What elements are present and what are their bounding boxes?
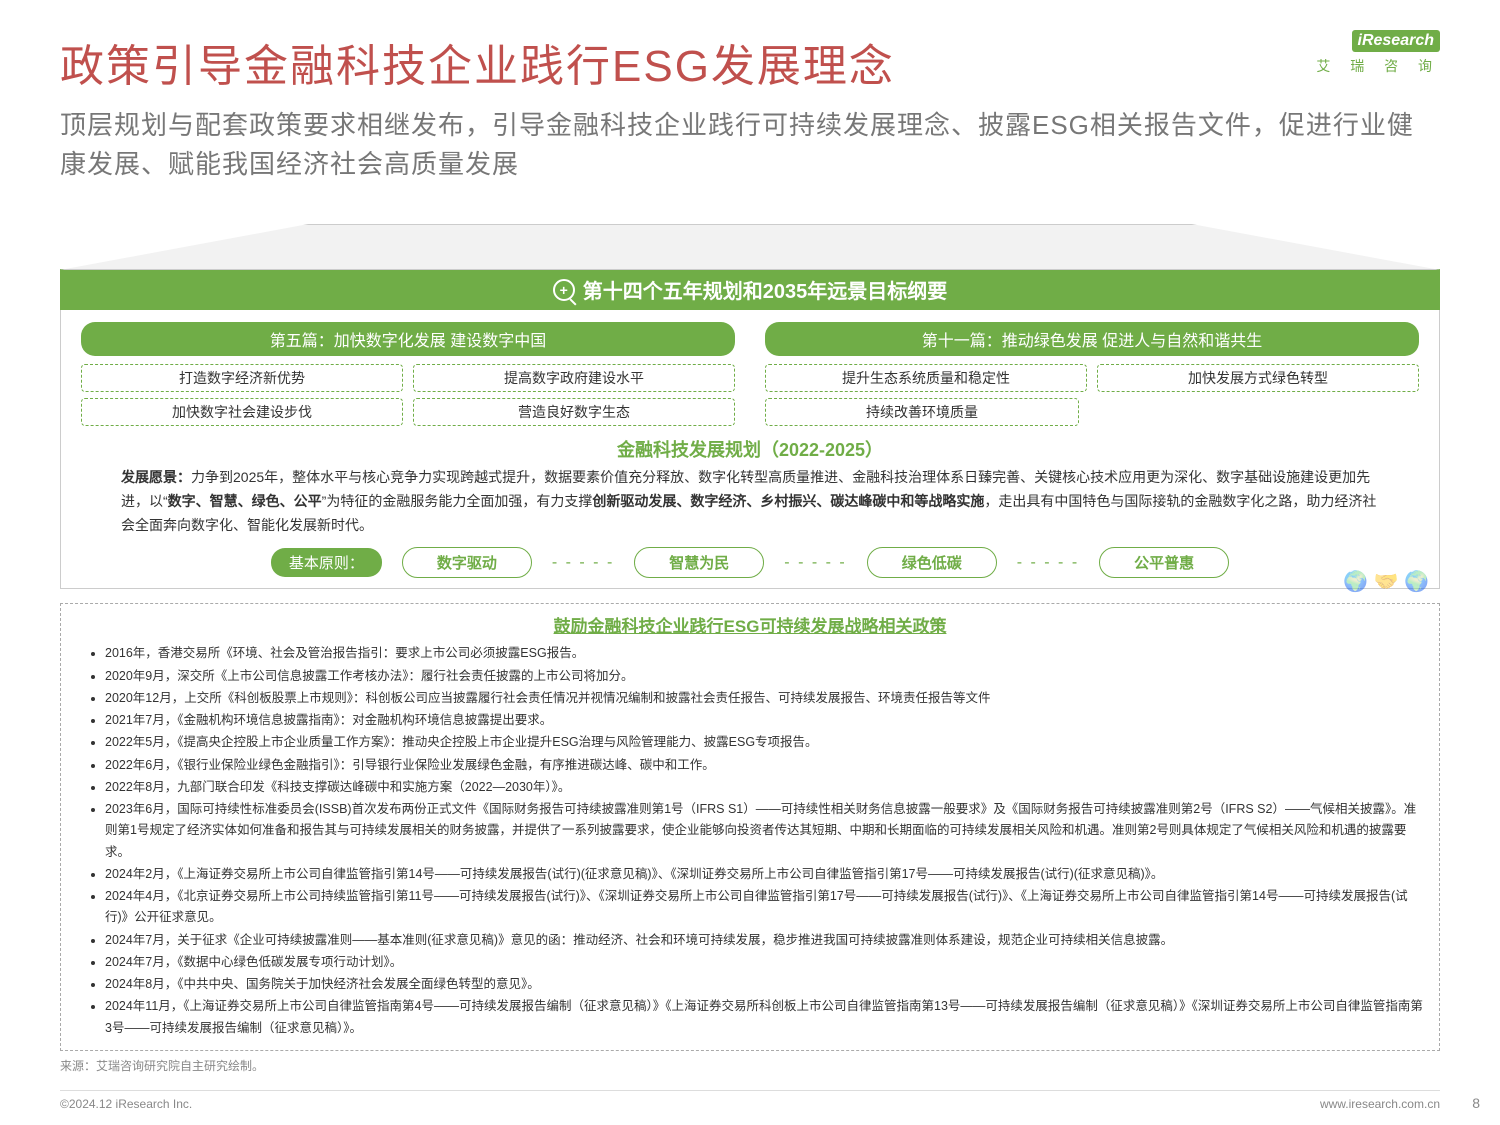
plan-banner: 第十四个五年规划和2035年远景目标纲要 <box>60 269 1440 310</box>
policy-item: 2024年7月，关于征求《企业可持续披露准则——基本准则(征求意见稿)》意见的函… <box>105 930 1423 951</box>
tag: 打造数字经济新优势 <box>81 364 403 392</box>
tag: 加快发展方式绿色转型 <box>1097 364 1419 392</box>
policy-item: 2020年12月，上交所《科创板股票上市规则》：科创板公司应当披露履行社会责任情… <box>105 688 1423 709</box>
principle-pill: 数字驱动 <box>402 547 532 578</box>
source-note: 来源：艾瑞咨询研究院自主研究绘制。 <box>60 1057 1440 1074</box>
logo-cn: 艾 瑞 咨 询 <box>1316 56 1440 76</box>
policy-list: 2016年，香港交易所《环境、社会及管治报告指引：要求上市公司必须披露ESG报告… <box>77 643 1423 1039</box>
logo-tag: iiResearchResearch <box>1352 30 1441 52</box>
esg-title: 鼓励金融科技企业践行ESG可持续发展战略相关政策 <box>77 612 1423 637</box>
tag: 加快数字社会建设步伐 <box>81 398 403 426</box>
dash-icon: - - - - - <box>784 554 846 572</box>
col-right: 第十一篇：推动绿色发展 促进人与自然和谐共生 提升生态系统质量和稳定性 加快发展… <box>765 322 1419 426</box>
fintech-plan-title: 金融科技发展规划（2022-2025） <box>81 436 1419 462</box>
policy-item: 2023年6月，国际可持续性标准委员会(ISSB)首次发布两份正式文件《国际财务… <box>105 799 1423 863</box>
col-right-title: 第十一篇：推动绿色发展 促进人与自然和谐共生 <box>765 322 1419 356</box>
subtitle: 顶层规划与配套政策要求相继发布，引导金融科技企业践行可持续发展理念、披露ESG相… <box>60 106 1440 184</box>
main-title: 政策引导金融科技企业践行ESG发展理念 <box>60 30 1440 94</box>
policy-item: 2024年4月，《北京证券交易所上市公司持续监管指引第11号——可持续发展报告(… <box>105 886 1423 929</box>
policy-item: 2022年8月，九部门联合印发《科技支撑碳达峰碳中和实施方案（2022—2030… <box>105 777 1423 798</box>
magnifier-icon <box>553 279 575 301</box>
trapezoid-decor <box>60 224 1440 270</box>
principle-pill: 公平普惠 <box>1099 547 1229 578</box>
policy-item: 2024年8月，《中共中央、国务院关于加快经济社会发展全面绿色转型的意见》。 <box>105 974 1423 995</box>
tag: 持续改善环境质量 <box>765 398 1079 426</box>
site-url: www.iresearch.com.cn <box>1320 1097 1440 1111</box>
plan-section: 第十四个五年规划和2035年远景目标纲要 第五篇：加快数字化发展 建设数字中国 … <box>60 224 1440 589</box>
policy-item: 2021年7月，《金融机构环境信息披露指南》：对金融机构环境信息披露提出要求。 <box>105 710 1423 731</box>
dash-icon: - - - - - <box>1017 554 1079 572</box>
copyright: ©2024.12 iResearch Inc. <box>60 1097 192 1111</box>
vision-text: 发展愿景：力争到2025年，整体水平与核心竞争力实现跨越式提升，数据要素价值充分… <box>81 466 1419 537</box>
principle-label: 基本原则： <box>271 548 382 577</box>
page-number: 8 <box>1472 1095 1480 1111</box>
page-header: iiResearchResearch 艾 瑞 咨 询 政策引导金融科技企业践行E… <box>60 30 1440 184</box>
plan-banner-text: 第十四个五年规划和2035年远景目标纲要 <box>583 275 948 304</box>
policy-item: 2020年9月，深交所《上市公司信息披露工作考核办法》：履行社会责任披露的上市公… <box>105 666 1423 687</box>
tag: 营造良好数字生态 <box>413 398 735 426</box>
principle-pill: 绿色低碳 <box>867 547 997 578</box>
principles-row: 基本原则： 数字驱动 - - - - - 智慧为民 - - - - - 绿色低碳… <box>81 547 1419 578</box>
policy-item: 2022年5月，《提高央企控股上市企业质量工作方案》：推动央企控股上市企业提升E… <box>105 732 1423 753</box>
policy-item: 2024年7月，《数据中心绿色低碳发展专项行动计划》。 <box>105 952 1423 973</box>
page-footer: ©2024.12 iResearch Inc. www.iresearch.co… <box>60 1090 1440 1111</box>
tag: 提升生态系统质量和稳定性 <box>765 364 1087 392</box>
principle-pill: 智慧为民 <box>634 547 764 578</box>
col-left-title: 第五篇：加快数字化发展 建设数字中国 <box>81 322 735 356</box>
brand-logo: iiResearchResearch 艾 瑞 咨 询 <box>1316 30 1440 76</box>
dash-icon: - - - - - <box>552 554 614 572</box>
globe-hands-icon: 🌍 🤝 🌍 <box>1343 569 1429 594</box>
esg-policy-box: 鼓励金融科技企业践行ESG可持续发展战略相关政策 2016年，香港交易所《环境、… <box>60 603 1440 1051</box>
policy-item: 2024年2月，《上海证券交易所上市公司自律监管指引第14号——可持续发展报告(… <box>105 864 1423 885</box>
plan-content-box: 第五篇：加快数字化发展 建设数字中国 打造数字经济新优势 提高数字政府建设水平 … <box>60 310 1440 589</box>
col-left: 第五篇：加快数字化发展 建设数字中国 打造数字经济新优势 提高数字政府建设水平 … <box>81 322 735 426</box>
two-columns: 第五篇：加快数字化发展 建设数字中国 打造数字经济新优势 提高数字政府建设水平 … <box>81 322 1419 426</box>
tag: 提高数字政府建设水平 <box>413 364 735 392</box>
policy-item: 2024年11月，《上海证券交易所上市公司自律监管指南第4号——可持续发展报告编… <box>105 996 1423 1039</box>
policy-item: 2022年6月，《银行业保险业绿色金融指引》：引导银行业保险业发展绿色金融，有序… <box>105 755 1423 776</box>
policy-item: 2016年，香港交易所《环境、社会及管治报告指引：要求上市公司必须披露ESG报告… <box>105 643 1423 664</box>
